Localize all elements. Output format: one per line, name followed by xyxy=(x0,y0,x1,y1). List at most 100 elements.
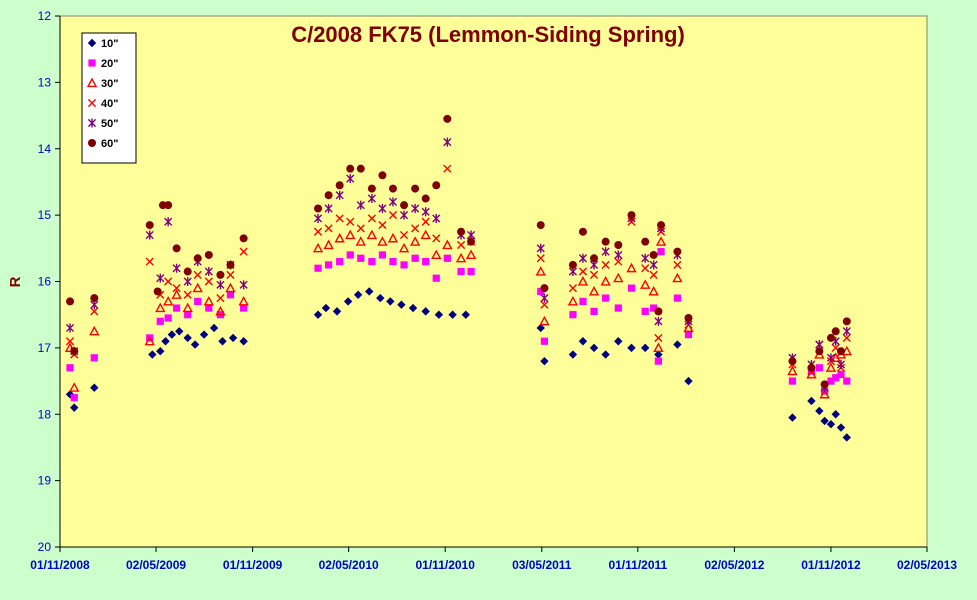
data-point xyxy=(376,293,385,303)
y-tick-label: 12 xyxy=(38,9,52,23)
data-point xyxy=(672,272,683,283)
data-point xyxy=(240,304,248,312)
data-point xyxy=(613,272,624,283)
data-point xyxy=(815,347,824,356)
data-point xyxy=(443,137,452,147)
data-point xyxy=(456,240,466,250)
data-point xyxy=(65,323,75,333)
data-point xyxy=(537,287,545,296)
data-point xyxy=(399,210,409,220)
data-point xyxy=(843,377,851,385)
data-point xyxy=(209,323,219,333)
data-point xyxy=(825,362,837,372)
chart-title: C/2008 FK75 (Lemmon-Siding Spring) xyxy=(291,22,685,47)
data-point xyxy=(192,282,203,293)
data-point xyxy=(654,316,663,326)
data-point xyxy=(626,262,637,273)
data-point xyxy=(399,230,409,240)
data-point xyxy=(673,247,682,256)
data-point xyxy=(836,347,845,356)
data-point xyxy=(357,254,365,262)
data-point xyxy=(807,363,816,372)
data-point xyxy=(432,213,441,223)
data-point xyxy=(215,305,226,316)
x-tick-label: 01/11/2010 xyxy=(416,558,476,572)
data-point xyxy=(153,287,162,296)
series-circle xyxy=(66,114,851,389)
data-point xyxy=(225,282,236,293)
data-point xyxy=(334,232,345,243)
legend-label: 10" xyxy=(101,38,118,50)
data-point xyxy=(442,239,453,250)
data-point xyxy=(836,359,846,369)
data-point xyxy=(386,297,395,306)
data-point xyxy=(343,297,353,306)
data-point xyxy=(535,266,546,276)
data-point xyxy=(683,322,694,333)
data-point xyxy=(90,307,99,316)
data-point xyxy=(172,263,181,273)
data-point xyxy=(540,293,549,303)
y-tick-label: 14 xyxy=(38,142,52,156)
data-point xyxy=(145,221,154,230)
data-point xyxy=(654,357,663,365)
data-point xyxy=(172,244,181,253)
data-point xyxy=(457,267,465,276)
data-point xyxy=(164,277,173,286)
data-point xyxy=(66,364,74,372)
data-point xyxy=(578,267,588,276)
data-point xyxy=(226,291,235,299)
data-point xyxy=(164,314,172,322)
x-tick-label: 02/05/2009 xyxy=(126,558,186,572)
data-point xyxy=(842,333,851,343)
data-point xyxy=(90,383,99,392)
data-point xyxy=(455,252,467,263)
data-point xyxy=(831,410,840,419)
x-tick-label: 03/05/2011 xyxy=(512,558,572,572)
data-point xyxy=(397,300,406,309)
legend-label: 30" xyxy=(101,78,118,90)
data-point xyxy=(654,333,663,343)
data-point xyxy=(601,237,610,246)
data-point xyxy=(627,284,636,292)
legend-marker xyxy=(88,139,96,147)
data-point xyxy=(356,200,365,210)
data-point xyxy=(183,267,192,276)
data-point xyxy=(366,229,378,240)
data-point xyxy=(204,267,213,277)
data-point xyxy=(314,204,323,213)
data-point xyxy=(205,304,213,312)
data-point xyxy=(467,237,476,246)
data-point xyxy=(655,236,667,246)
data-point xyxy=(172,284,181,293)
data-point xyxy=(66,297,75,306)
data-point xyxy=(827,377,835,385)
y-tick-label: 20 xyxy=(38,540,52,554)
data-point xyxy=(540,337,549,345)
data-point xyxy=(657,248,665,256)
data-point xyxy=(684,331,693,339)
data-point xyxy=(356,164,365,173)
data-point xyxy=(203,295,214,306)
data-point xyxy=(567,295,579,306)
data-point xyxy=(345,229,356,240)
data-point xyxy=(601,260,610,270)
data-point xyxy=(313,310,323,319)
legend: 10" 20" 30" 40" 50" 60" xyxy=(81,32,137,164)
x-tick-label: 01/11/2008 xyxy=(30,558,90,572)
data-point xyxy=(842,326,851,336)
data-point xyxy=(226,260,235,269)
data-point xyxy=(411,184,420,193)
data-point xyxy=(145,230,154,240)
data-point xyxy=(144,335,155,346)
data-point xyxy=(788,377,797,385)
x-tick-label: 01/11/2009 xyxy=(223,558,283,572)
y-tick-label: 15 xyxy=(38,208,52,222)
data-point xyxy=(90,294,99,303)
data-point xyxy=(836,423,846,432)
data-point xyxy=(239,247,248,256)
data-point xyxy=(432,234,441,243)
x-tick-label: 01/11/2011 xyxy=(608,558,667,572)
data-point xyxy=(601,350,610,359)
